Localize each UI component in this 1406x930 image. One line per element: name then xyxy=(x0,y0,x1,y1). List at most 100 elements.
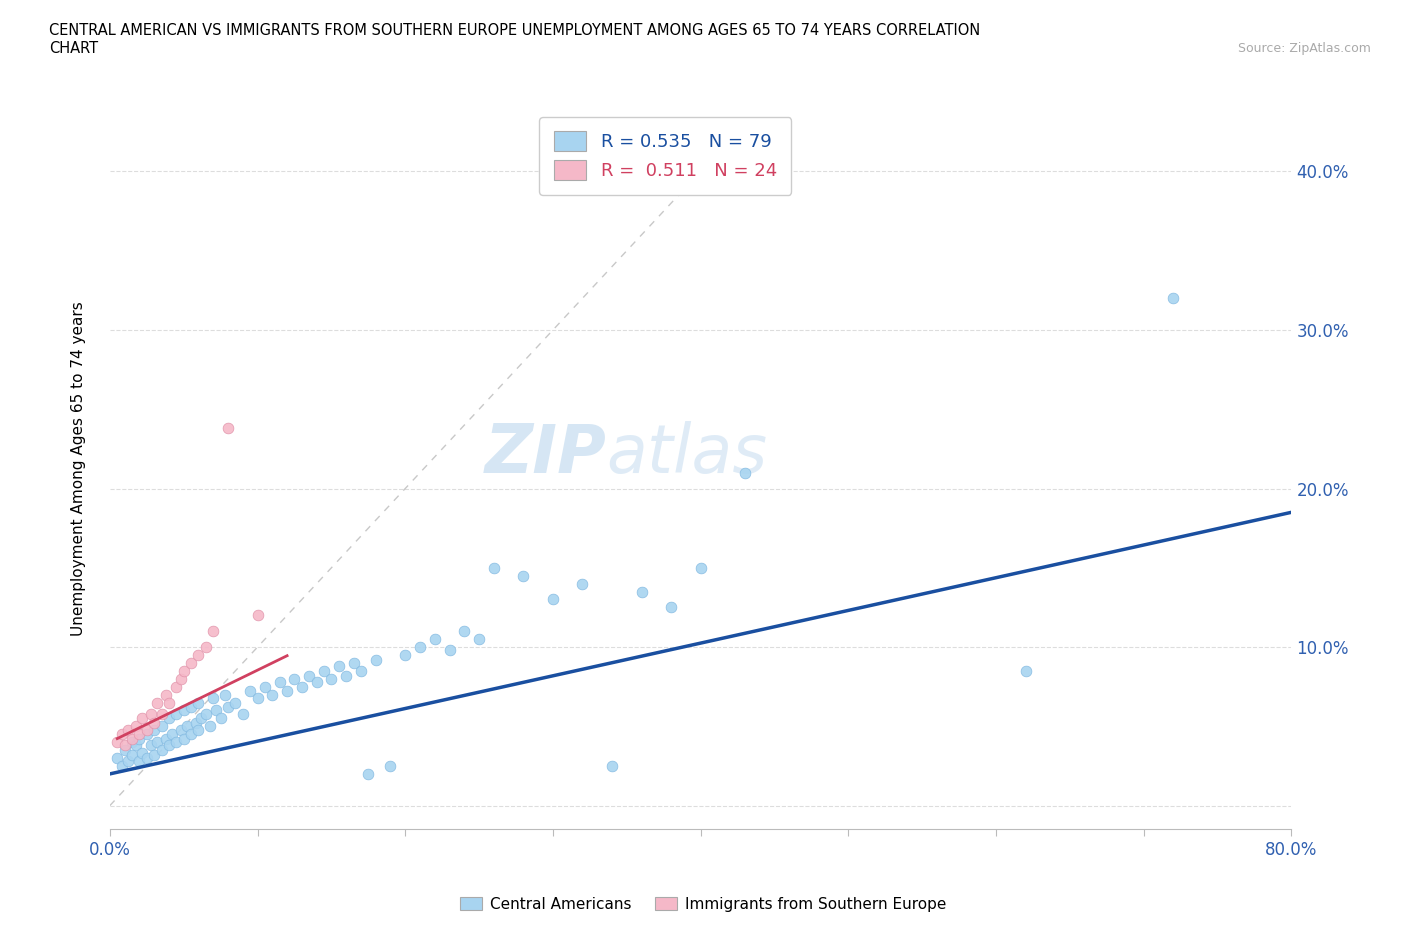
Point xyxy=(180,727,202,742)
Point xyxy=(121,748,143,763)
Point xyxy=(131,746,153,761)
Point xyxy=(394,647,416,662)
Point xyxy=(184,716,207,731)
Point xyxy=(689,561,711,576)
Text: Source: ZipAtlas.com: Source: ZipAtlas.com xyxy=(1237,42,1371,55)
Point xyxy=(176,719,198,734)
Point xyxy=(114,743,136,758)
Point xyxy=(173,703,195,718)
Point xyxy=(135,727,157,742)
Point xyxy=(1014,663,1036,678)
Point xyxy=(600,759,623,774)
Text: ZIP: ZIP xyxy=(484,421,606,487)
Point xyxy=(173,732,195,747)
Point xyxy=(298,668,321,683)
Point xyxy=(187,695,209,710)
Point xyxy=(194,640,217,655)
Point xyxy=(141,706,163,721)
Point xyxy=(117,754,139,769)
Point xyxy=(135,722,157,737)
Point xyxy=(350,663,373,678)
Point xyxy=(224,695,246,710)
Point xyxy=(157,737,180,752)
Point xyxy=(157,695,180,710)
Point xyxy=(239,684,262,699)
Point xyxy=(276,684,298,699)
Point xyxy=(269,674,291,689)
Text: CENTRAL AMERICAN VS IMMIGRANTS FROM SOUTHERN EUROPE UNEMPLOYMENT AMONG AGES 65 T: CENTRAL AMERICAN VS IMMIGRANTS FROM SOUT… xyxy=(49,23,980,56)
Point xyxy=(187,647,209,662)
Point xyxy=(187,722,209,737)
Point xyxy=(1161,291,1184,306)
Point xyxy=(146,695,169,710)
Point xyxy=(131,711,153,725)
Point xyxy=(194,706,217,721)
Point xyxy=(328,658,350,673)
Point xyxy=(125,737,148,752)
Point xyxy=(165,735,187,750)
Point xyxy=(209,711,232,725)
Point xyxy=(202,624,225,639)
Point xyxy=(121,735,143,750)
Text: atlas: atlas xyxy=(606,421,768,487)
Point xyxy=(312,663,335,678)
Point xyxy=(734,465,756,480)
Point xyxy=(105,751,128,765)
Point xyxy=(291,679,314,694)
Point xyxy=(305,674,328,689)
Point xyxy=(262,687,284,702)
Point xyxy=(128,732,150,747)
Point xyxy=(128,727,150,742)
Point xyxy=(202,690,225,705)
Point xyxy=(380,759,402,774)
Point xyxy=(409,640,432,655)
Point xyxy=(125,719,148,734)
Point xyxy=(342,656,364,671)
Point xyxy=(146,735,169,750)
Legend: R = 0.535   N = 79, R =  0.511   N = 24: R = 0.535 N = 79, R = 0.511 N = 24 xyxy=(538,117,792,194)
Point xyxy=(232,706,254,721)
Point xyxy=(468,631,491,646)
Point xyxy=(630,584,652,599)
Point xyxy=(423,631,446,646)
Point xyxy=(121,732,143,747)
Point xyxy=(246,690,269,705)
Point xyxy=(111,727,134,742)
Point xyxy=(180,656,202,671)
Point xyxy=(482,561,505,576)
Point xyxy=(214,687,236,702)
Point xyxy=(150,719,173,734)
Point xyxy=(173,663,195,678)
Point xyxy=(571,577,593,591)
Point xyxy=(335,668,357,683)
Point xyxy=(105,735,128,750)
Point xyxy=(155,732,177,747)
Point xyxy=(141,737,163,752)
Y-axis label: Unemployment Among Ages 65 to 74 years: Unemployment Among Ages 65 to 74 years xyxy=(72,301,86,636)
Point xyxy=(541,592,564,607)
Point xyxy=(143,722,166,737)
Point xyxy=(512,568,534,583)
Point xyxy=(453,624,475,639)
Point xyxy=(170,671,193,686)
Point xyxy=(114,737,136,752)
Point xyxy=(321,671,343,686)
Point xyxy=(180,700,202,715)
Point xyxy=(111,759,134,774)
Point xyxy=(143,716,166,731)
Point xyxy=(364,652,387,667)
Point xyxy=(135,751,157,765)
Point xyxy=(246,608,269,623)
Point xyxy=(143,748,166,763)
Point xyxy=(217,421,239,436)
Point xyxy=(217,700,239,715)
Point xyxy=(155,687,177,702)
Legend: Central Americans, Immigrants from Southern Europe: Central Americans, Immigrants from South… xyxy=(454,890,952,918)
Point xyxy=(157,711,180,725)
Point xyxy=(439,643,461,658)
Point xyxy=(165,679,187,694)
Point xyxy=(165,706,187,721)
Point xyxy=(200,719,222,734)
Point xyxy=(659,600,682,615)
Point xyxy=(128,754,150,769)
